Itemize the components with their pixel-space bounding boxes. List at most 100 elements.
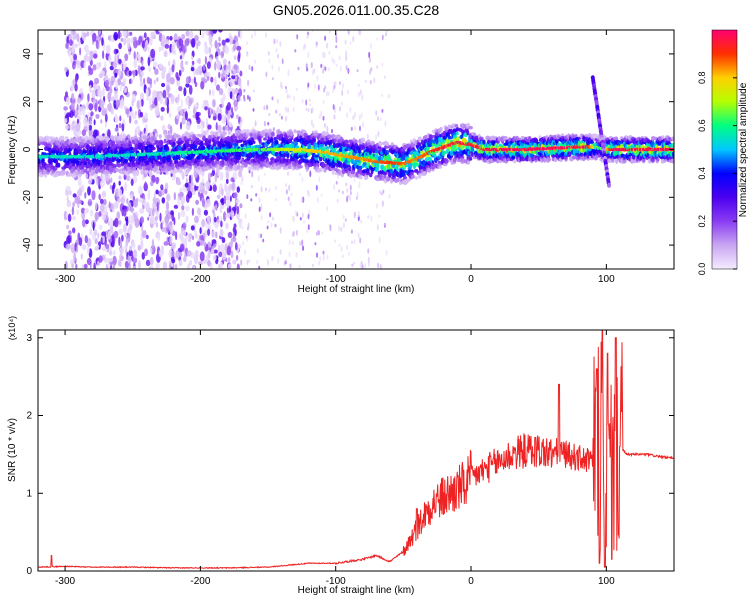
spectrogram-noise-cell bbox=[268, 187, 271, 193]
spectrogram-noise-cell bbox=[102, 50, 105, 60]
spectrogram-noise-cell bbox=[87, 186, 91, 196]
spectrogram-noise-cell bbox=[72, 60, 76, 66]
spectrogram-noise-cell bbox=[118, 175, 122, 180]
spectrogram-noise-cell bbox=[193, 255, 199, 265]
spectrogram-noise-cell bbox=[158, 46, 161, 53]
spectrogram-noise-cell bbox=[381, 34, 384, 41]
spectrogram-noise-cell bbox=[166, 236, 169, 244]
spectrogram-noise-cell bbox=[71, 43, 74, 54]
spectrogram-noise-cell bbox=[118, 122, 122, 129]
spectrogram-noise-cell bbox=[228, 35, 233, 45]
spectrogram-noise-cell bbox=[65, 243, 71, 250]
spectrogram-ridge-cell bbox=[226, 135, 231, 142]
spectrogram-noise-cell bbox=[142, 204, 145, 210]
spectrogram-noise-cell bbox=[223, 195, 227, 205]
spectrogram-noise-cell bbox=[225, 109, 229, 115]
spectrogram-noise-cell bbox=[138, 65, 140, 75]
spectrogram-noise-cell bbox=[267, 121, 270, 126]
spectrogram-noise-cell bbox=[214, 61, 217, 71]
spectrogram-noise-cell bbox=[124, 53, 129, 62]
spectrogram-noise-cell bbox=[301, 176, 304, 182]
spectrogram-noise-cell bbox=[379, 117, 382, 122]
spectrogram-noise-cell bbox=[118, 42, 122, 50]
spectrogram-noise-cell bbox=[204, 229, 208, 238]
spectrogram-noise-cell bbox=[127, 38, 130, 49]
spectrogram-noise-cell bbox=[182, 222, 187, 230]
spectrogram-noise-cell bbox=[175, 250, 180, 259]
spectrogram-noise-cell bbox=[70, 57, 74, 64]
spectrogram-noise-cell bbox=[180, 121, 182, 130]
spectrogram-noise-cell bbox=[237, 78, 242, 86]
spectrogram-noise-cell bbox=[94, 212, 99, 221]
spectrogram-noise-cell bbox=[155, 216, 158, 222]
spectrogram-noise-cell bbox=[160, 106, 165, 112]
spectrogram-noise-cell bbox=[341, 101, 343, 106]
spectrogram-noise-cell bbox=[207, 172, 211, 181]
spectrogram-noise-cell bbox=[220, 220, 223, 228]
spectrogram-noise-cell bbox=[240, 116, 243, 121]
spectrogram-noise-cell bbox=[185, 76, 190, 84]
spectrogram-ridge-cell bbox=[155, 132, 159, 138]
spectrogram-noise-cell bbox=[135, 126, 140, 134]
spectrogram-noise-cell bbox=[207, 228, 211, 236]
spectrogram-noise-cell bbox=[122, 30, 127, 38]
spectrogram-noise-cell bbox=[118, 228, 124, 235]
spectrogram-noise-cell bbox=[191, 60, 195, 65]
spectrogram-noise-cell bbox=[338, 189, 341, 193]
spectrogram-noise-cell bbox=[79, 47, 82, 56]
spectrogram-noise-cell bbox=[322, 115, 325, 121]
spectrogram-noise-cell bbox=[187, 263, 190, 269]
spectrogram-noise-cell bbox=[162, 124, 166, 130]
spectrogram-noise-cell bbox=[315, 184, 318, 191]
spectrogram-noise-cell bbox=[270, 222, 273, 228]
spectrogram-noise-cell bbox=[278, 113, 281, 117]
spectrogram-noise-cell bbox=[92, 221, 95, 231]
spectrogram-noise-cell bbox=[151, 104, 156, 109]
spectrogram-noise-cell bbox=[344, 218, 347, 222]
spectrogram-noise-cell bbox=[83, 61, 86, 69]
spectrogram-noise-cell bbox=[293, 95, 295, 102]
spectrogram-noise-cell bbox=[233, 64, 238, 70]
spectrogram-noise-cell bbox=[75, 123, 81, 132]
spectrogram-noise-cell bbox=[155, 189, 159, 195]
spectrogram-noise-cell bbox=[148, 265, 154, 269]
spectrogram-noise-cell bbox=[139, 197, 144, 203]
spectrogram-noise-cell bbox=[185, 30, 190, 37]
spectrogram-noise-cell bbox=[197, 66, 199, 76]
spectrogram-noise-cell bbox=[129, 193, 133, 200]
spectrogram-noise-cell bbox=[141, 40, 145, 49]
spectrogram-noise-cell bbox=[222, 93, 226, 101]
spectrogram-noise-cell bbox=[357, 91, 360, 97]
spectrogram-noise-cell bbox=[184, 182, 189, 188]
spectrogram-noise-cell bbox=[335, 36, 338, 44]
spectrogram-noise-cell bbox=[153, 79, 157, 85]
spectrogram-noise-cell bbox=[279, 249, 282, 255]
spectrogram-noise-cell bbox=[276, 98, 279, 104]
spectrogram-ridge-cell bbox=[200, 140, 204, 146]
spectrogram-noise-cell bbox=[357, 83, 360, 87]
spectrogram-noise-cell bbox=[367, 215, 370, 219]
spectrogram-noise-cell bbox=[240, 259, 243, 266]
spectrogram-noise-cell bbox=[240, 98, 242, 102]
spectrogram-noise-cell bbox=[226, 245, 232, 256]
spectrogram-noise-cell bbox=[272, 216, 275, 221]
spectrogram-noise-cell bbox=[211, 239, 217, 245]
spectrogram-noise-cell bbox=[158, 63, 163, 70]
spectrogram-noise-cell bbox=[78, 106, 84, 116]
spectrogram-noise-cell bbox=[164, 215, 170, 224]
spectrogram-noise-cell bbox=[260, 186, 263, 193]
spectrogram-noise-cell bbox=[228, 122, 233, 128]
spectrogram-noise-cell bbox=[246, 194, 249, 200]
spectrogram-noise-cell bbox=[219, 206, 223, 214]
spectrogram-noise-cell bbox=[376, 65, 379, 69]
spectrogram-noise-cell bbox=[328, 30, 331, 34]
spectrogram-noise-cell bbox=[275, 198, 278, 202]
spectrogram-ridge-cell bbox=[455, 131, 459, 136]
spectrogram-noise-cell bbox=[221, 72, 225, 79]
spectrogram-noise-cell bbox=[232, 236, 237, 243]
spectrogram-noise-cell bbox=[252, 108, 255, 112]
spectrogram-noise-cell bbox=[112, 255, 117, 266]
spectrogram-noise-cell bbox=[196, 241, 201, 247]
spectrogram-noise-cell bbox=[307, 82, 310, 88]
